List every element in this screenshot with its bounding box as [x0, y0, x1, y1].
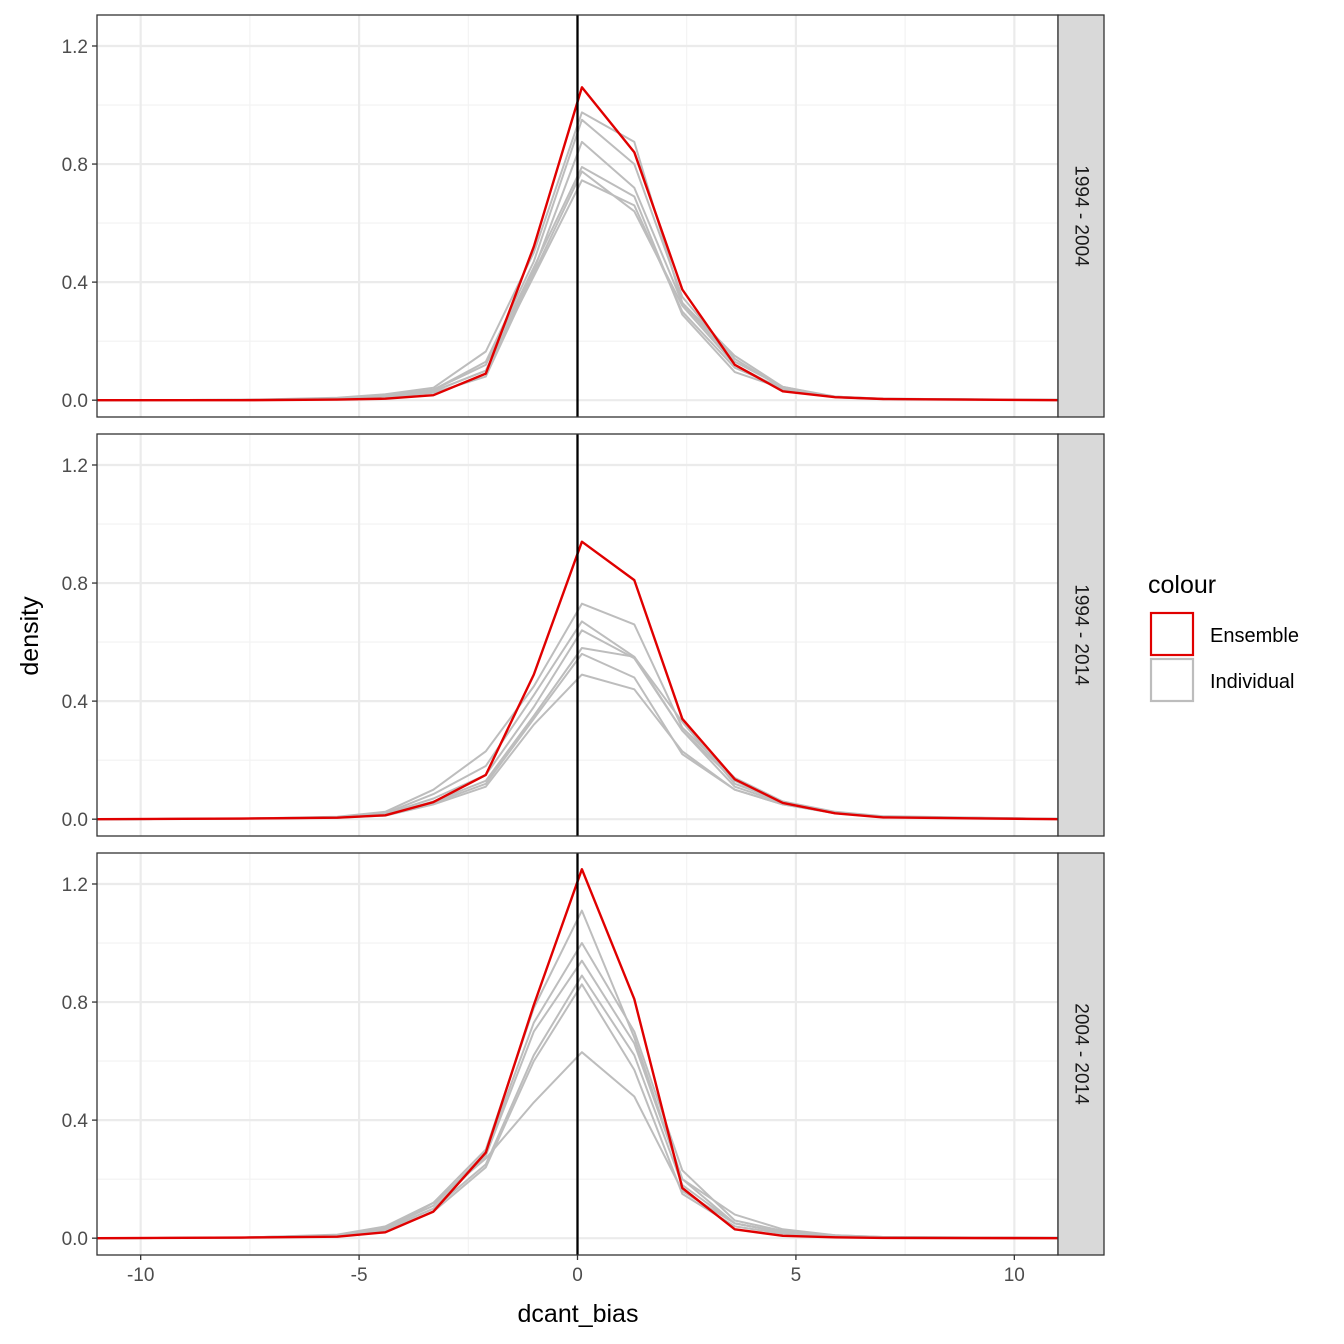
- facet-strip-label: 1994 - 2004: [1071, 165, 1092, 267]
- facet-panel: 0.0 0.4 0.8 1.2 1994 - 2014: [62, 433, 1105, 837]
- facet-panel: 0.0 0.4 0.8 1.2 1994 - 2004: [62, 14, 1105, 418]
- y-tick-label: 0.4: [62, 692, 89, 713]
- y-tick-label: 0.0: [62, 391, 88, 412]
- y-tick-label: 0.4: [62, 273, 89, 294]
- facet-strip-label: 1994 - 2014: [1071, 584, 1092, 686]
- facet-panel: 0.0 0.4 0.8 1.2 2004 - 2014: [62, 852, 1105, 1256]
- y-tick-label: 0.4: [62, 1111, 89, 1132]
- x-tick-label: -5: [351, 1265, 368, 1286]
- panels-layer: 0.0 0.4 0.8 1.2 1994 - 2004 0.0 0.4 0.8 1.2 1994 …: [62, 14, 1105, 1256]
- y-tick-label: 0.8: [62, 155, 88, 176]
- facet-strip-label: 2004 - 2014: [1071, 1003, 1092, 1105]
- y-tick-label: 0.8: [62, 574, 88, 595]
- y-tick-label: 1.2: [62, 456, 88, 477]
- legend: colour Ensemble Individual: [1148, 571, 1299, 703]
- y-tick-label: 0.8: [62, 993, 88, 1014]
- y-tick-label: 1.2: [62, 37, 88, 58]
- series-line-ensemble: [97, 86, 1059, 402]
- x-axis: -10 -5 0 5 10: [127, 1255, 1025, 1286]
- y-tick-label: 0.0: [62, 1229, 88, 1250]
- facet-strip: [1057, 852, 1105, 1256]
- legend-label-ensemble: Ensemble: [1210, 625, 1299, 647]
- legend-key-individual: [1149, 657, 1195, 703]
- y-axis-title: density: [16, 596, 44, 676]
- legend-label-individual: Individual: [1210, 671, 1295, 693]
- facet-strip: [1057, 433, 1105, 837]
- y-tick-label: 0.0: [62, 810, 88, 831]
- x-tick-label: 10: [1004, 1265, 1025, 1286]
- y-tick-label: 1.2: [62, 875, 88, 896]
- legend-key-ensemble: [1149, 611, 1195, 657]
- x-axis-title: dcant_bias: [518, 1300, 639, 1328]
- series-line-ensemble: [96, 868, 1059, 1240]
- x-tick-label: -10: [127, 1265, 154, 1286]
- facet-strip: [1057, 14, 1105, 418]
- x-tick-label: 0: [572, 1265, 583, 1286]
- legend-title: colour: [1148, 571, 1216, 599]
- x-tick-label: 5: [791, 1265, 802, 1286]
- series-line-ensemble: [96, 540, 1059, 821]
- series-line-individual: [96, 1051, 1059, 1240]
